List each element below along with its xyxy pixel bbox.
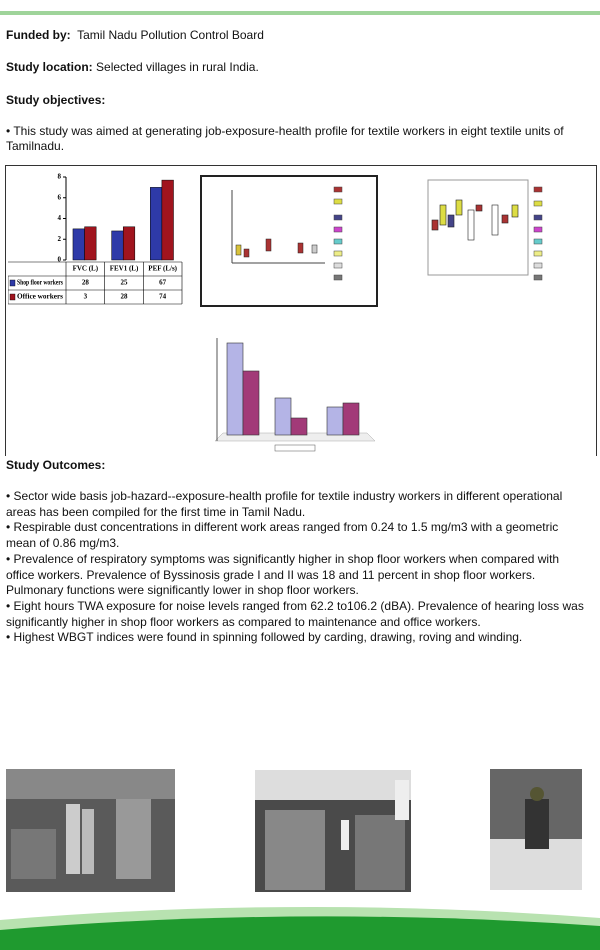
label: Funded by: bbox=[6, 28, 71, 42]
top-rule bbox=[0, 11, 600, 15]
legend-label: Shop floor workers bbox=[17, 279, 63, 287]
heading: Study Outcomes: bbox=[6, 458, 106, 472]
table-cell: 28 bbox=[82, 279, 90, 287]
value: Selected villages in rural India. bbox=[96, 60, 259, 74]
box-plot-image bbox=[200, 175, 378, 307]
y-tick-label: 8 bbox=[58, 173, 62, 181]
y-tick-label: 6 bbox=[58, 193, 62, 201]
chart: 0 2 4 6 8 FVC (L) FEV1 (L) PEF (L/s) Shop floor … bbox=[8, 173, 183, 305]
legend-label: Office workers bbox=[17, 293, 63, 301]
bar bbox=[122, 226, 136, 261]
bullet: • This study was aimed at generating job… bbox=[6, 124, 564, 153]
y-tick-label: 4 bbox=[58, 214, 62, 222]
bullet: • Respirable dust concentrations in diff… bbox=[6, 520, 559, 551]
x-tick-label: PEF (L/s) bbox=[148, 265, 177, 273]
table-cell: 74 bbox=[159, 293, 167, 301]
table-cell: 25 bbox=[121, 279, 129, 287]
bar bbox=[72, 228, 85, 261]
bar bbox=[84, 226, 97, 261]
table-cell: 67 bbox=[159, 279, 167, 287]
bar bbox=[150, 187, 163, 261]
label: Study location: bbox=[6, 60, 93, 74]
x-tick-label: FEV1 (L) bbox=[110, 265, 139, 273]
photo bbox=[490, 769, 582, 890]
photo bbox=[255, 770, 411, 892]
bullet: • Sector wide basis job-hazard--exposure… bbox=[6, 489, 563, 519]
y-tick-label: 2 bbox=[58, 235, 62, 243]
legend-swatch bbox=[9, 293, 16, 301]
bullet: • Prevalence of respiratory symptoms was… bbox=[6, 551, 560, 598]
photo bbox=[6, 769, 175, 892]
table-cell: 28 bbox=[121, 293, 129, 301]
legend-swatch bbox=[9, 279, 16, 287]
y-tick-label: 0 bbox=[58, 256, 62, 264]
bar bbox=[111, 230, 124, 261]
table-cell: 3 bbox=[84, 293, 88, 301]
funding: Funded by: Tamil Nadu Pollution Control … bbox=[6, 28, 594, 43]
outcome-list: • Sector wide basis job-hazard--exposure… bbox=[6, 489, 590, 646]
x-tick-label: FVC (L) bbox=[73, 265, 99, 273]
bullet: • Eight hours TWA exposure for noise lev… bbox=[6, 598, 584, 629]
heading: Study objectives: bbox=[6, 93, 106, 107]
footer-wave bbox=[0, 906, 600, 950]
location: Study location: Selected villages in rur… bbox=[6, 60, 594, 75]
bar-chart-image bbox=[214, 338, 376, 452]
box-plot-image bbox=[427, 179, 543, 281]
bar bbox=[161, 179, 174, 261]
bullet: • Highest WBGT indices were found in spi… bbox=[6, 630, 523, 645]
figure-box bbox=[5, 165, 597, 456]
value: Tamil Nadu Pollution Control Board bbox=[77, 28, 264, 42]
